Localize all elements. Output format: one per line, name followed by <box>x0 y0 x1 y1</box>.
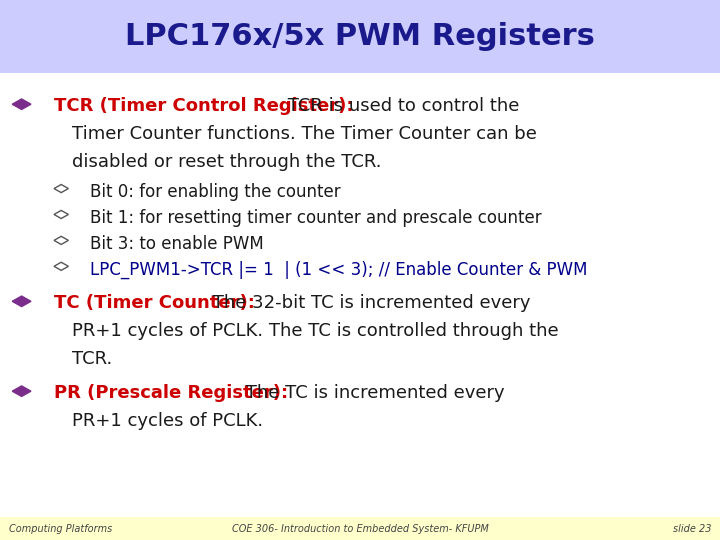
Text: COE 306- Introduction to Embedded System- KFUPM: COE 306- Introduction to Embedded System… <box>232 524 488 534</box>
Text: PR+1 cycles of PCLK.: PR+1 cycles of PCLK. <box>72 412 263 430</box>
Text: Bit 3: to enable PWM: Bit 3: to enable PWM <box>90 235 264 253</box>
Polygon shape <box>54 211 68 219</box>
Polygon shape <box>12 386 31 396</box>
Text: TCR (Timer Control Register):: TCR (Timer Control Register): <box>54 97 354 115</box>
Text: TCR is used to control the: TCR is used to control the <box>282 97 519 115</box>
Text: PR+1 cycles of PCLK. The TC is controlled through the: PR+1 cycles of PCLK. The TC is controlle… <box>72 322 559 340</box>
Polygon shape <box>54 185 68 193</box>
Text: Computing Platforms: Computing Platforms <box>9 524 112 534</box>
Text: The TC is incremented every: The TC is incremented every <box>240 384 505 402</box>
Text: TC (Timer Counter):: TC (Timer Counter): <box>54 294 255 312</box>
Polygon shape <box>54 237 68 245</box>
Polygon shape <box>54 262 68 271</box>
FancyBboxPatch shape <box>0 517 720 540</box>
Polygon shape <box>12 296 31 307</box>
Text: PR (Prescale Register):: PR (Prescale Register): <box>54 384 288 402</box>
Text: slide 23: slide 23 <box>673 524 711 534</box>
Text: LPC_PWM1->TCR |= 1  | (1 << 3); // Enable Counter & PWM: LPC_PWM1->TCR |= 1 | (1 << 3); // Enable… <box>90 261 588 279</box>
Text: Bit 0: for enabling the counter: Bit 0: for enabling the counter <box>90 183 341 201</box>
Text: The 32-bit TC is incremented every: The 32-bit TC is incremented every <box>207 294 531 312</box>
Text: Bit 1: for resetting timer counter and prescale counter: Bit 1: for resetting timer counter and p… <box>90 209 541 227</box>
Text: TCR.: TCR. <box>72 350 112 368</box>
Text: LPC176x/5x PWM Registers: LPC176x/5x PWM Registers <box>125 22 595 51</box>
Text: disabled or reset through the TCR.: disabled or reset through the TCR. <box>72 153 382 171</box>
Polygon shape <box>12 99 31 110</box>
Text: Timer Counter functions. The Timer Counter can be: Timer Counter functions. The Timer Count… <box>72 125 537 143</box>
FancyBboxPatch shape <box>0 0 720 73</box>
